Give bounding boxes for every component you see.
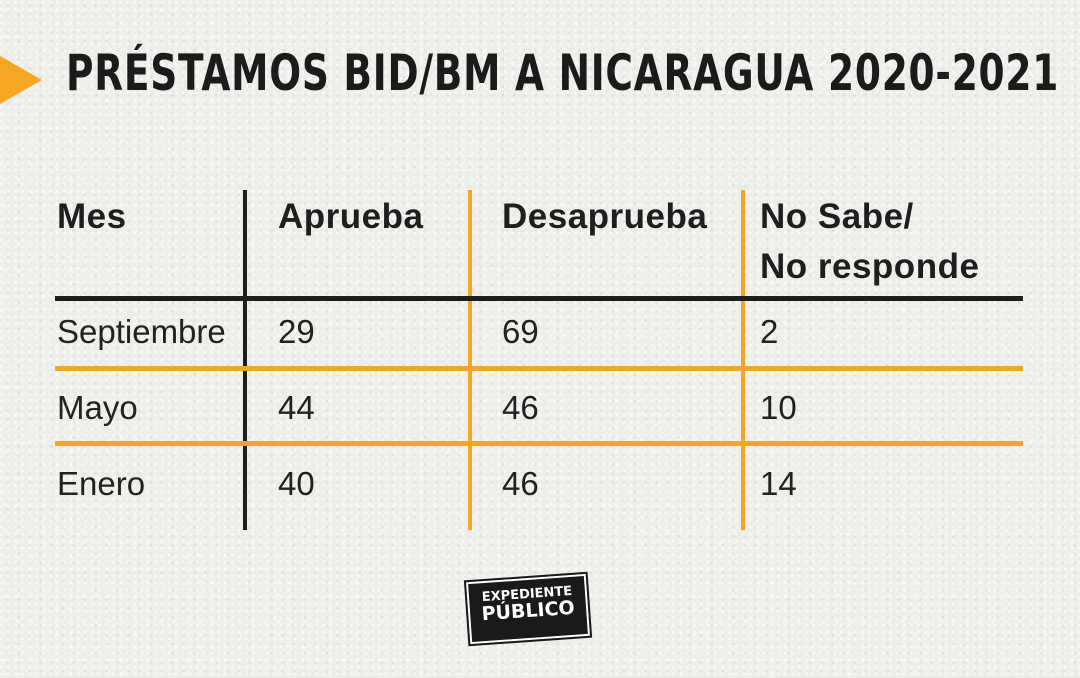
cell-no-sabe-enero: 14	[760, 465, 797, 502]
header-aprueba: Aprueba	[278, 197, 424, 236]
cell-month-mayo: Mayo	[57, 389, 138, 426]
cell-month-enero: Enero	[57, 465, 146, 502]
header-desaprueba: Desaprueba	[502, 197, 708, 236]
page-title: PRÉSTAMOS BID/BM A NICARAGUA 2020-2021	[66, 44, 1060, 102]
cell-desaprueba-enero: 46	[502, 465, 539, 502]
cell-desaprueba-mayo: 46	[502, 389, 539, 426]
cell-no-sabe-mayo: 10	[760, 389, 797, 426]
column-divider-3	[741, 190, 745, 530]
cell-no-sabe-septiembre: 2	[760, 313, 779, 350]
column-divider-2	[468, 190, 472, 530]
header-rule	[55, 296, 1023, 301]
title-arrow-icon	[0, 56, 42, 104]
cell-aprueba-septiembre: 29	[278, 313, 315, 350]
header-no-responde: No responde	[760, 247, 980, 286]
cell-month-septiembre: Septiembre	[57, 313, 226, 350]
cell-aprueba-enero: 40	[278, 465, 315, 502]
column-divider-1	[243, 190, 247, 530]
cell-aprueba-mayo: 44	[278, 389, 315, 426]
logo-line-2: PÚBLICO	[480, 596, 576, 625]
cell-desaprueba-septiembre: 69	[502, 313, 539, 350]
expediente-publico-logo: EXPEDIENTE PÚBLICO	[463, 571, 593, 647]
row-rule-2	[55, 441, 1023, 446]
row-rule-1	[55, 366, 1023, 371]
header-no-sabe: No Sabe/	[760, 197, 914, 236]
header-mes: Mes	[57, 197, 127, 236]
